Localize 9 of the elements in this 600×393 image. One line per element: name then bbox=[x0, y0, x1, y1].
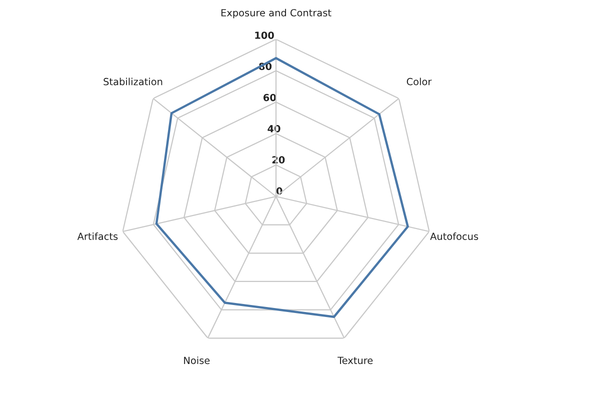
y-tick-label: 100 bbox=[255, 32, 274, 39]
spoke-label: Noise bbox=[184, 356, 210, 364]
spoke-label: Exposure and Contrast bbox=[221, 8, 332, 18]
spoke-label: Stabilization bbox=[104, 78, 162, 86]
spoke-label: Color bbox=[406, 78, 432, 86]
spoke-label: Texture bbox=[338, 356, 373, 364]
spoke-label: Artifacts bbox=[77, 232, 118, 240]
y-tick-label: 60 bbox=[263, 94, 276, 102]
spoke-label: Autofocus bbox=[430, 232, 478, 240]
